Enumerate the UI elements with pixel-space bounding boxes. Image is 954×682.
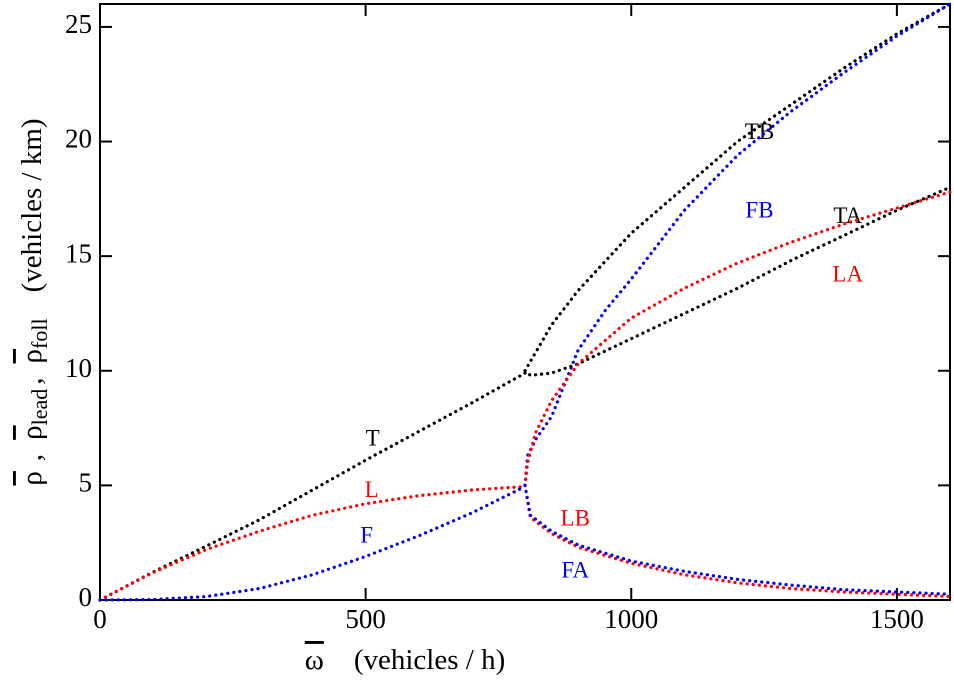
series-label: LB (561, 506, 590, 531)
y-axis-label: ρ,ρlead,ρfoll(vehicles / km) (16, 118, 52, 485)
y-label-part: ρ (16, 471, 48, 485)
series-label: TB (745, 119, 774, 144)
y-label-part: foll (27, 318, 52, 349)
series-line (523, 185, 952, 378)
x-tick-label: 1500 (870, 604, 924, 634)
y-label-part: lead (27, 389, 52, 426)
series-label: TA (833, 203, 862, 228)
series-line (523, 483, 952, 599)
y-tick-label: 5 (79, 468, 93, 498)
series-line (98, 371, 527, 602)
y-label-part: , (16, 454, 48, 461)
series-line (98, 484, 527, 602)
plot-frame (99, 3, 951, 601)
x-tick-label: 0 (93, 604, 107, 634)
x-label-part: (vehicles / h) (354, 644, 505, 676)
x-tick-label: 1000 (604, 604, 658, 634)
y-label-part: , (16, 377, 48, 384)
x-label-part: ω (305, 644, 324, 676)
series-line (523, 2, 952, 487)
y-tick-label: 0 (79, 582, 93, 612)
series-line (523, 190, 952, 487)
series-label: FB (745, 198, 773, 223)
y-tick-label: 10 (65, 353, 92, 383)
series-label: L (365, 477, 379, 502)
series-line (98, 484, 527, 602)
series-line (523, 483, 952, 596)
y-label-part: (vehicles / km) (16, 118, 48, 292)
series-label: FA (561, 557, 589, 582)
y-label-part: ρ (16, 425, 48, 439)
y-tick-label: 20 (65, 124, 92, 154)
y-label-part: ρ (16, 349, 48, 363)
x-tick-label: 500 (345, 604, 386, 634)
y-tick-label: 15 (65, 238, 92, 268)
x-axis-label: ω (vehicles / h) (305, 644, 505, 676)
series-label: LA (832, 261, 863, 286)
series-label: T (366, 425, 380, 450)
series-label: F (360, 523, 373, 548)
y-tick-label: 25 (65, 9, 92, 39)
series-line (523, 2, 952, 373)
